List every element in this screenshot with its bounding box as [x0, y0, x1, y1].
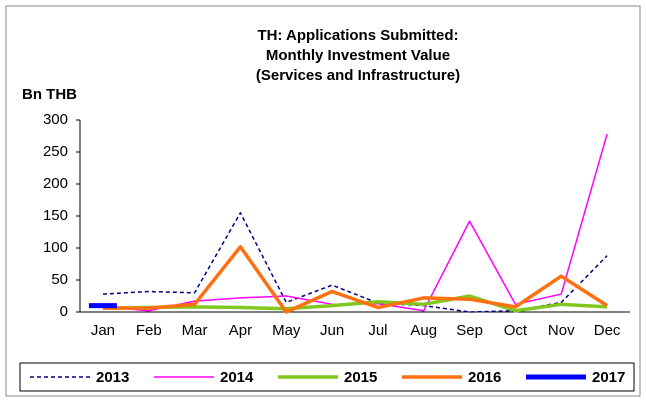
- x-tick-label: Jan: [91, 322, 115, 339]
- legend-label: 2015: [344, 369, 377, 386]
- x-tick-label: Dec: [594, 322, 621, 339]
- x-tick-label: Mar: [182, 322, 208, 339]
- series-line: [102, 133, 608, 312]
- series-line: [102, 294, 608, 313]
- chart-border: [5, 5, 641, 397]
- x-tick-label: Sep: [456, 322, 483, 339]
- y-tick-label: 200: [43, 175, 68, 192]
- legend-label: 2014: [220, 369, 254, 386]
- y-tick-label: 100: [43, 239, 68, 256]
- x-tick-label: Apr: [229, 322, 252, 339]
- x-tick-label: May: [272, 322, 301, 339]
- chart-title: (Services and Infrastructure): [256, 67, 460, 84]
- series-line: [102, 244, 609, 314]
- legend-label: 2017: [592, 369, 625, 386]
- y-tick-label: 50: [51, 271, 68, 288]
- x-tick-label: Nov: [548, 322, 575, 339]
- y-tick-label: 150: [43, 207, 68, 224]
- legend-label: 2016: [468, 369, 501, 386]
- x-tick-label: Jun: [320, 322, 344, 339]
- y-tick-label: 250: [43, 143, 68, 160]
- x-tick-label: Jul: [368, 322, 387, 339]
- x-tick-label: Feb: [136, 322, 162, 339]
- legend-box: [19, 362, 635, 392]
- chart-title: TH: Applications Submitted:: [257, 27, 458, 44]
- y-tick-label: 0: [60, 303, 68, 320]
- chart-title: Monthly Investment Value: [266, 47, 450, 64]
- legend-label: 2013: [96, 369, 129, 386]
- x-tick-label: Oct: [504, 322, 528, 339]
- x-tick-label: Aug: [410, 322, 437, 339]
- y-tick-label: 300: [43, 111, 68, 128]
- y-axis-label: Bn THB: [22, 86, 77, 103]
